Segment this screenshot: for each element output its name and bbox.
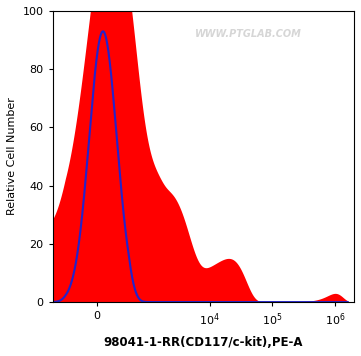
Y-axis label: Relative Cell Number: Relative Cell Number [7,98,17,215]
X-axis label: 98041-1-RR(CD117/c-kit),PE-A: 98041-1-RR(CD117/c-kit),PE-A [104,336,303,349]
Text: WWW.PTGLAB.COM: WWW.PTGLAB.COM [195,29,302,39]
